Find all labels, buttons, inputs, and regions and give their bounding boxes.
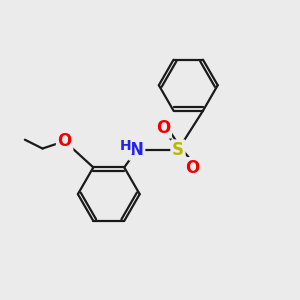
Text: H: H (120, 140, 131, 154)
Text: O: O (58, 132, 72, 150)
Text: S: S (172, 141, 184, 159)
Text: O: O (186, 159, 200, 177)
Text: O: O (156, 119, 170, 137)
Text: N: N (130, 141, 144, 159)
